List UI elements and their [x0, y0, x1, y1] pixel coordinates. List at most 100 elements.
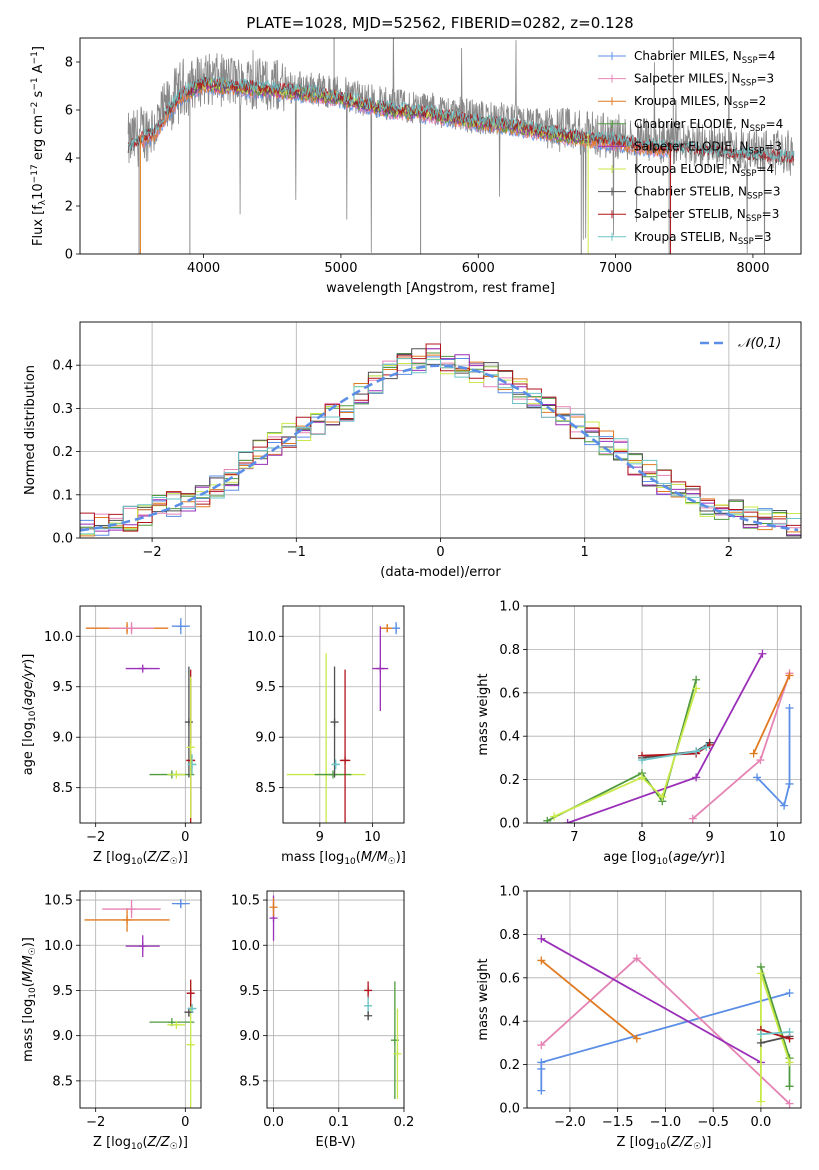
y-tick-label: 8.5	[52, 1074, 73, 1089]
y-tick-label: 4	[65, 152, 73, 167]
weight-point-salpeter_elodie	[563, 819, 572, 823]
y-tick-label: 0.6	[499, 686, 520, 701]
point-chabrier_miles	[176, 622, 185, 631]
axes-frame	[526, 605, 802, 824]
point-kroupa_elodie	[186, 1040, 195, 1049]
y-tick-label: 8.5	[255, 781, 276, 796]
plot-area-mass-vs-Z	[84, 899, 197, 1108]
x-tick-label: −0.5	[697, 1115, 729, 1130]
weight-point-kroupa_stelib	[756, 1030, 765, 1039]
axes-frame	[79, 321, 802, 539]
weight-point-chabrier_elodie	[785, 1082, 794, 1091]
weight-point-salpeter_elodie	[692, 773, 701, 782]
x-axis-label: mass [log10(M/M☉)]	[281, 850, 406, 867]
y-tick-label: 0	[65, 248, 73, 263]
y-tick-label: 0.8	[499, 928, 520, 943]
y-tick-label: 0.2	[499, 773, 520, 788]
x-tick-label: 9	[316, 830, 324, 845]
weight-point-kroupa_elodie	[658, 792, 667, 801]
weight-point-kroupa_miles	[785, 671, 794, 680]
point-kroupa_elodie	[172, 1020, 181, 1029]
x-tick-label: 6000	[462, 261, 495, 276]
panel-weight-vs-Z: −2.0 −1.5 −1.0 −0.5 0.0 0.0 0.2 0.4 0.6 0.8 1.0 Z […	[476, 885, 802, 1152]
x-axis-label: (data-model)/error	[380, 565, 501, 580]
y-tick-label: 1.0	[499, 600, 520, 615]
point-kroupa_miles	[269, 903, 278, 912]
y-tick-label: 10.0	[44, 939, 73, 954]
x-tick-label: 0	[181, 1115, 189, 1130]
y-tick-label: 10.5	[231, 894, 260, 909]
plot-area-mass-vs-EBV	[269, 895, 402, 1099]
weight-point-chabrier_miles	[753, 773, 762, 782]
y-tick-label: 0.0	[499, 1102, 520, 1117]
x-tick-label: 5000	[324, 261, 357, 276]
axes-frame	[79, 37, 802, 255]
panel-mass-vs-EBV: 0.0 0.1 0.2 8.5 9.0 9.5 10.0 10.5 E(B-V)	[231, 890, 414, 1150]
y-tick-label: 0.4	[499, 730, 520, 745]
axes-frame	[282, 605, 405, 824]
legend-label-kroupa_elodie: Kroupa ELODIE, NSSP=4	[634, 162, 774, 179]
weight-line-kroupa_miles	[752, 675, 791, 754]
y-tick-label: 9.5	[239, 984, 260, 999]
point-salpeter_elodie	[376, 664, 385, 673]
axes-frame	[79, 890, 202, 1109]
weight-line-chabrier_miles	[756, 708, 791, 808]
weight-point-kroupa_stelib	[692, 747, 701, 756]
x-tick-label: 2	[725, 545, 733, 560]
point-chabrier_miles	[392, 624, 401, 633]
weight-point-chabrier_miles	[785, 779, 794, 788]
plot-area-residuals	[80, 343, 801, 537]
y-tick-label: 9.5	[255, 680, 276, 695]
x-tick-label: 9	[706, 830, 714, 845]
residual-hist-salpeter_stelib	[80, 343, 801, 532]
point-salpeter_stelib	[186, 989, 195, 998]
weight-point-salpeter_miles	[632, 954, 641, 963]
weight-point-salpeter_miles	[688, 814, 697, 823]
legend-label-chabrier_stelib: Chabrier STELIB, NSSP=3	[634, 185, 781, 202]
y-tick-label: 0.3	[52, 402, 73, 417]
y-axis-label: mass weight	[476, 958, 491, 1040]
x-tick-label: 0.0	[263, 1115, 284, 1130]
y-axis-label: age [log10(age/yr)]	[21, 654, 38, 776]
x-tick-label: 4000	[187, 261, 220, 276]
weight-point-salpeter_miles	[537, 1041, 546, 1050]
weight-line-kroupa_elodie	[553, 688, 697, 818]
point-kroupa_stelib	[364, 1001, 373, 1010]
axes-frame	[526, 890, 802, 1109]
x-axis-label: Z [log10(Z/Z☉)]	[93, 1135, 188, 1152]
legend-label-salpeter_elodie: Salpeter ELODIE, NSSP=3	[634, 139, 782, 156]
x-tick-label: 7000	[599, 261, 632, 276]
legend: Chabrier MILES, NSSP=4 Salpeter MILES, NS…	[598, 49, 783, 247]
weight-point-kroupa_elodie	[756, 1097, 765, 1106]
x-axis-label: wavelength [Angstrom, rest frame]	[326, 281, 555, 296]
x-axis-label: Z [log10(Z/Z☉)]	[93, 850, 188, 867]
y-tick-label: 9.0	[52, 1029, 73, 1044]
y-axis-label: mass [log10(M/M☉)]	[21, 937, 38, 1062]
weight-point-chabrier_miles	[785, 988, 794, 997]
legend-label-kroupa_stelib: Kroupa STELIB, NSSP=3	[634, 230, 772, 247]
y-tick-label: 0.1	[52, 488, 73, 503]
panel-age-vs-Z: −2 0 8.5 9.0 9.5 10.0 Z [log10(Z/Z☉)] age [log1…	[21, 605, 202, 867]
y-tick-label: 0.0	[499, 817, 520, 832]
weight-line-kroupa_miles	[540, 959, 638, 1040]
point-salpeter_stelib	[364, 986, 373, 995]
x-tick-label: −2	[86, 830, 105, 845]
point-kroupa_stelib	[331, 760, 340, 769]
point-kroupa_stelib	[188, 1004, 197, 1013]
y-tick-label: 9.5	[52, 984, 73, 999]
x-tick-label: −1.0	[650, 1115, 682, 1130]
plot-area-age-vs-Z	[85, 618, 197, 823]
weight-point-kroupa_miles	[749, 749, 758, 758]
point-chabrier_miles	[176, 899, 185, 908]
x-tick-label: 1	[581, 545, 589, 560]
y-tick-label: 8.5	[52, 781, 73, 796]
y-tick-label: 9.5	[52, 680, 73, 695]
weight-point-kroupa_elodie	[638, 773, 647, 782]
point-salpeter_elodie	[138, 664, 147, 673]
y-tick-label: 0.4	[52, 359, 73, 374]
y-tick-label: 8	[65, 56, 73, 71]
plot-area-age-vs-mass	[286, 622, 401, 823]
y-tick-label: 9.0	[52, 731, 73, 746]
model-spectrum-kroupa_stelib	[127, 75, 795, 162]
